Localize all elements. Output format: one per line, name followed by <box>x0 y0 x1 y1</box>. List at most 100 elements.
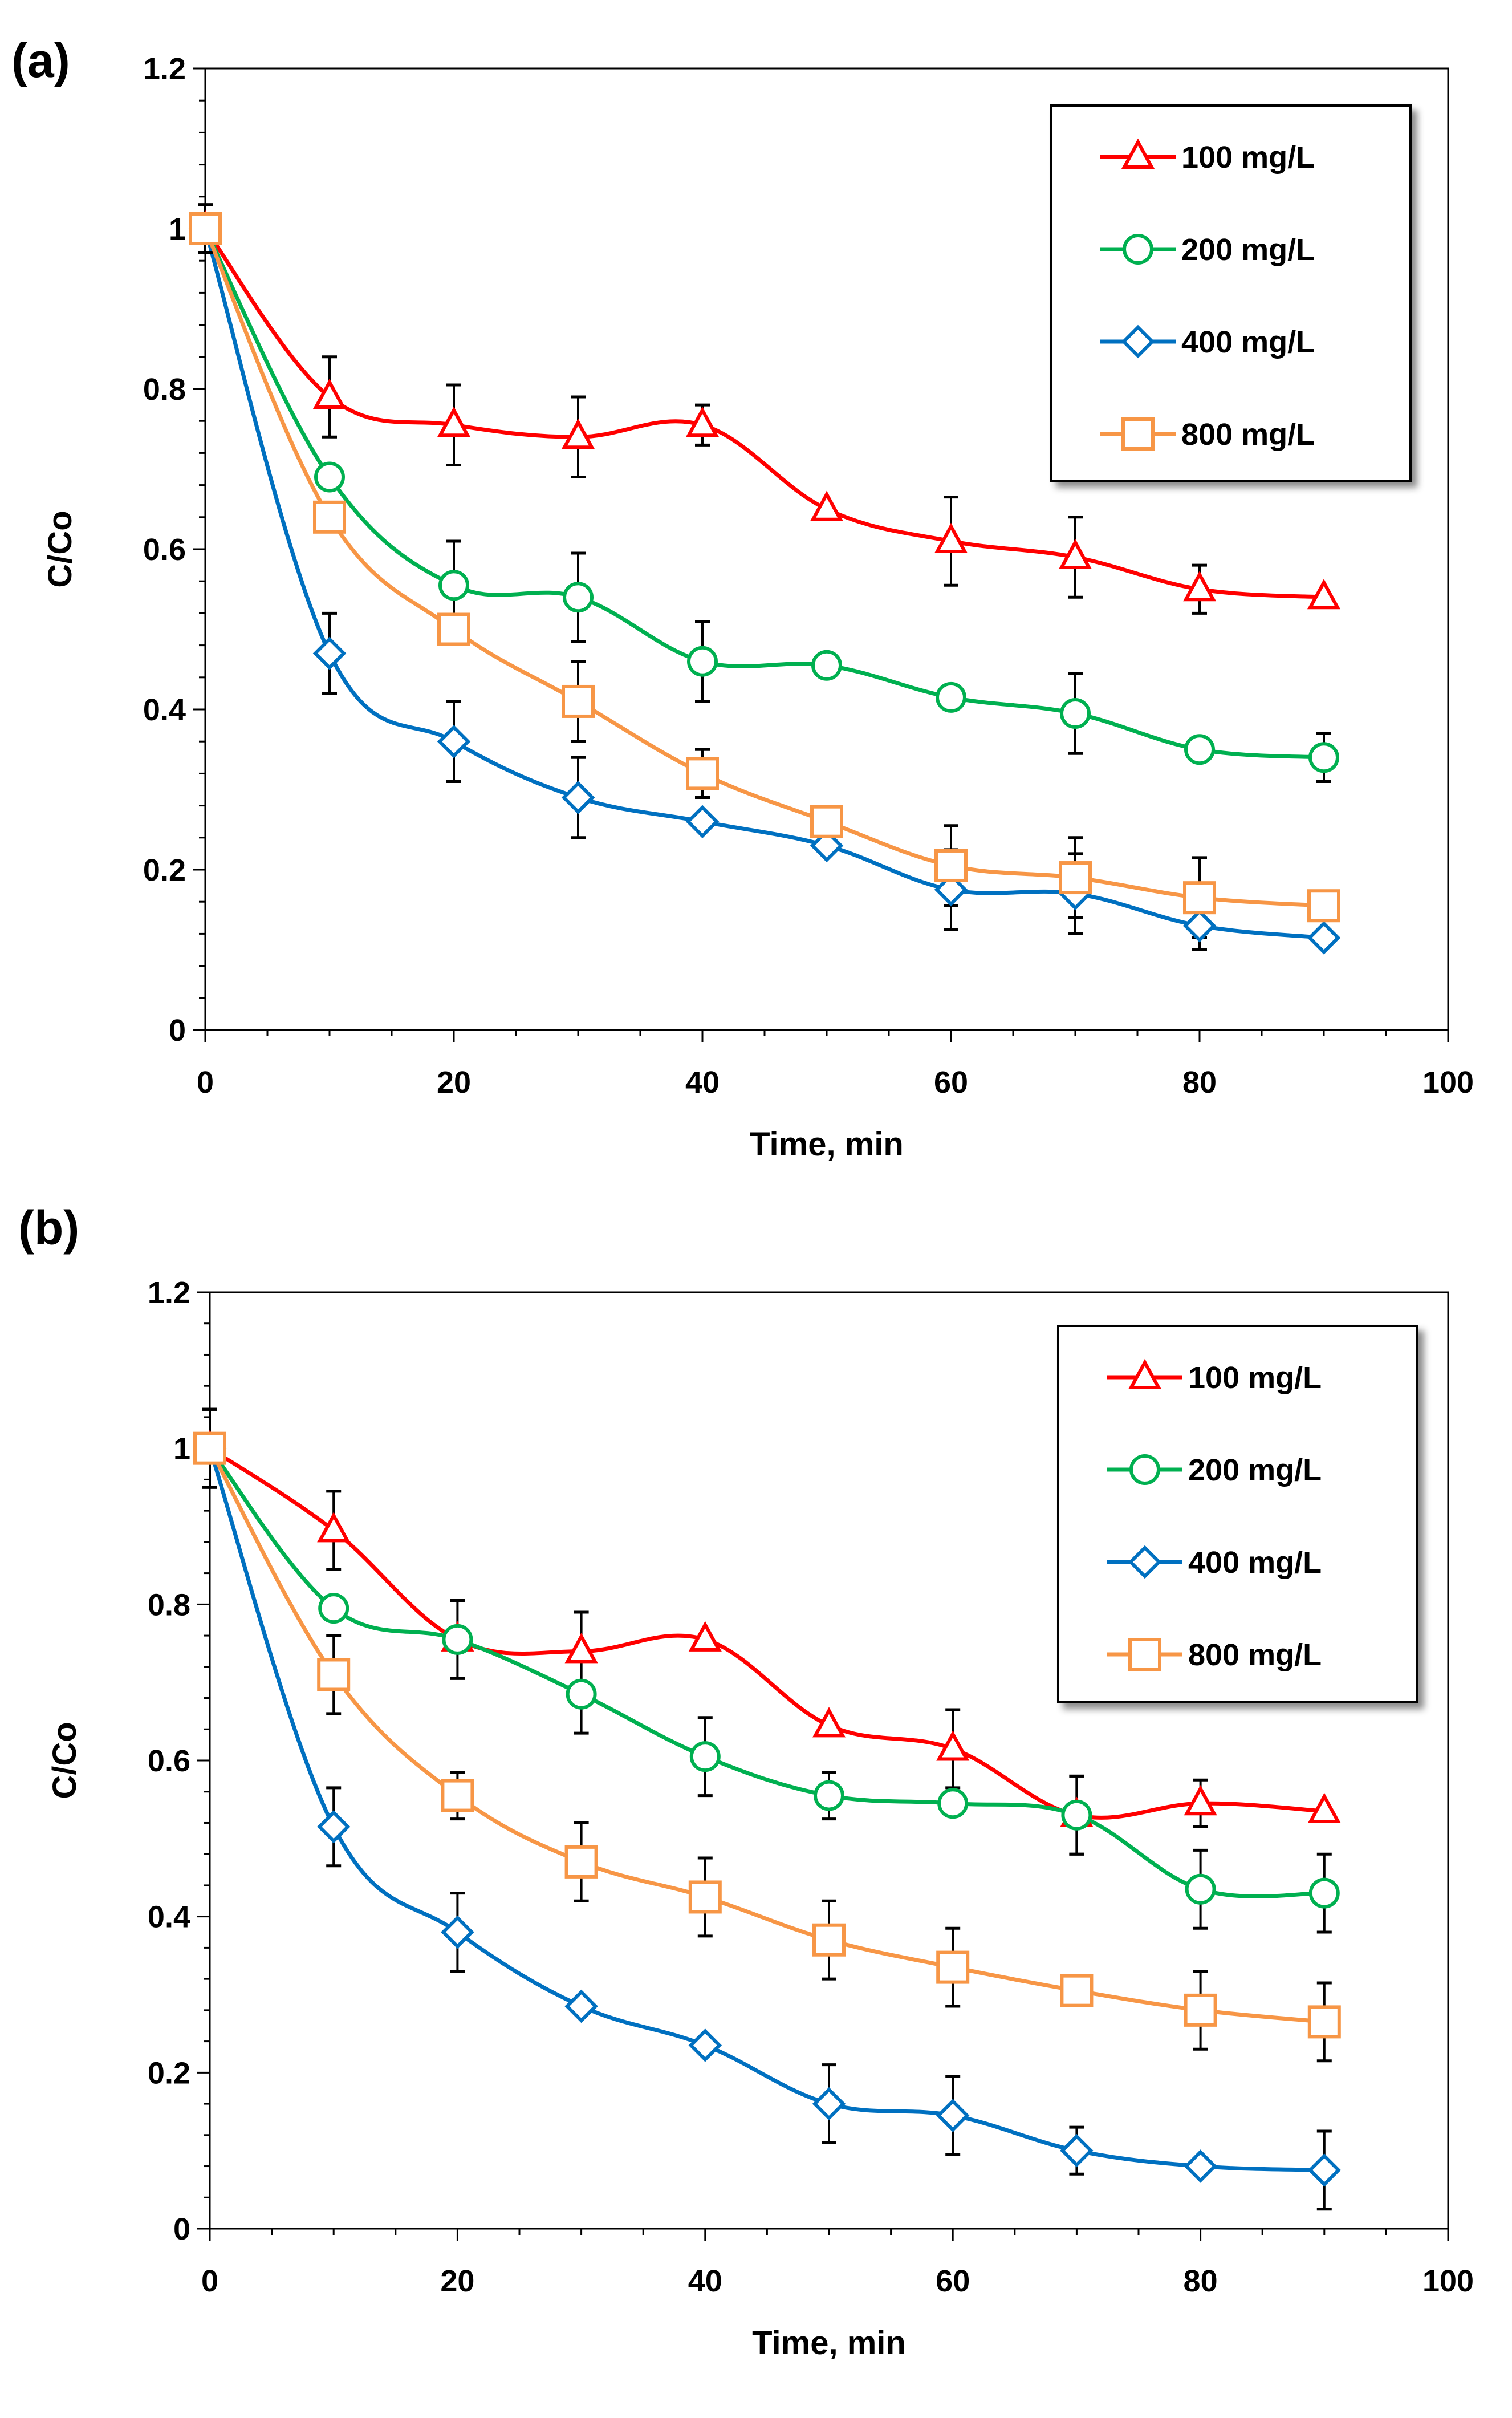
data-point <box>441 1779 474 1812</box>
x-axis-title: Time, min <box>750 1126 904 1163</box>
data-point <box>1182 570 1217 602</box>
data-point <box>934 849 968 882</box>
y-tick-label: 0.2 <box>143 853 186 887</box>
legend-label: 800 mg/L <box>1188 1638 1322 1672</box>
data-point <box>686 757 719 790</box>
data-point <box>812 1923 846 1957</box>
data-point <box>688 2028 722 2062</box>
data-point <box>317 1512 351 1543</box>
data-point <box>1060 698 1091 729</box>
data-point <box>564 1989 598 2023</box>
series-line <box>203 228 1324 760</box>
y-tick-label: 0.8 <box>148 1588 190 1622</box>
data-point <box>814 1780 844 1811</box>
data-point <box>317 1658 351 1691</box>
data-point <box>934 522 968 553</box>
data-point <box>811 650 842 681</box>
data-point <box>193 1431 226 1465</box>
y-tick-label: 0.2 <box>148 2056 190 2090</box>
x-tick-label: 80 <box>1182 1065 1217 1100</box>
data-point <box>1307 921 1341 955</box>
data-point <box>1308 1877 1340 1909</box>
legend-marker <box>1128 1545 1162 1579</box>
series-line <box>204 227 1324 599</box>
y-tick-label: 0.4 <box>148 1900 190 1934</box>
legend-marker <box>1123 234 1153 265</box>
data-point <box>561 781 595 814</box>
series-markers <box>189 212 1340 923</box>
data-point <box>1184 1993 1217 2027</box>
data-point <box>810 829 844 863</box>
legend-label: 400 mg/L <box>1188 1545 1322 1580</box>
data-point <box>564 1633 598 1664</box>
data-point <box>937 1788 969 1819</box>
legend-box <box>1057 1325 1418 1703</box>
y-axis-title: C/Co <box>46 1722 83 1799</box>
data-point <box>566 1678 597 1710</box>
data-point <box>1184 2149 1217 2183</box>
data-point <box>1061 1799 1092 1831</box>
data-point <box>812 1707 846 1738</box>
legend-marker <box>1128 1638 1161 1671</box>
data-point <box>689 1741 721 1772</box>
panel-a: (a) 0 0.2 0.4 0.6 0.8 1 1.2 0 20 40 60 80 100 Time, mi… <box>11 34 1474 1163</box>
data-point <box>1060 1974 1094 2007</box>
y-tick-label: 0.4 <box>143 693 186 727</box>
data-point <box>561 419 595 449</box>
x-tick-label: 20 <box>437 1065 471 1100</box>
data-point <box>564 1845 598 1879</box>
x-tick-label: 40 <box>685 1065 720 1100</box>
data-point <box>685 805 720 838</box>
data-point <box>936 2099 970 2132</box>
data-point <box>687 646 718 677</box>
data-point <box>313 500 346 534</box>
data-point <box>437 406 471 437</box>
y-axis-title: C/Co <box>42 510 79 587</box>
data-point <box>1059 861 1092 895</box>
legend: 100 mg/L 200 mg/L 400 mg/L 800 mg/L <box>1057 1325 1418 1703</box>
data-point <box>1184 1784 1217 1816</box>
y-tick-label: 1 <box>173 1432 190 1466</box>
legend-marker <box>1121 138 1155 169</box>
data-point <box>1307 2005 1341 2039</box>
series-markers <box>193 1431 1341 2039</box>
y-tick-label: 1.2 <box>148 1276 190 1310</box>
panel-b: (b) 0 0.2 0.4 0.6 0.8 1 1.2 0 20 40 60 80 100 Time, mi… <box>18 1201 1474 2362</box>
data-point <box>442 1624 473 1655</box>
data-point <box>189 212 222 245</box>
legend-box <box>1050 104 1412 482</box>
legend-marker <box>1128 1358 1162 1389</box>
series-line <box>208 1447 1324 1898</box>
data-point <box>563 582 594 613</box>
panel-label: (a) <box>11 34 70 87</box>
x-tick-label: 60 <box>934 1065 968 1100</box>
legend: 100 mg/L 200 mg/L 400 mg/L 800 mg/L <box>1050 104 1412 482</box>
data-point <box>562 684 595 718</box>
data-point <box>810 805 843 838</box>
data-point <box>688 1880 722 1914</box>
legend-label: 100 mg/L <box>1181 140 1315 175</box>
data-point <box>1182 909 1217 943</box>
legend-marker <box>1121 324 1155 359</box>
data-point <box>685 406 720 437</box>
data-point <box>438 570 469 601</box>
data-point <box>312 636 347 670</box>
y-tick-label: 0 <box>169 1013 186 1048</box>
y-tick-label: 0.6 <box>143 533 186 567</box>
data-point <box>1058 538 1092 570</box>
x-tick-label: 0 <box>197 1065 214 1100</box>
data-point <box>1307 579 1341 610</box>
legend-marker <box>1121 417 1155 451</box>
x-tick-label: 100 <box>1422 1065 1474 1100</box>
x-axis-title: Time, min <box>752 2324 906 2362</box>
panel-label: (b) <box>18 1201 79 1255</box>
x-tick-label: 100 <box>1422 2264 1474 2298</box>
y-tick-label: 0 <box>173 2212 190 2246</box>
legend-label: 100 mg/L <box>1188 1361 1322 1395</box>
data-point <box>437 612 470 646</box>
data-point <box>1308 742 1339 773</box>
x-tick-label: 0 <box>201 2264 218 2298</box>
series-line <box>209 1446 1325 1820</box>
x-tick-label: 80 <box>1184 2264 1218 2298</box>
